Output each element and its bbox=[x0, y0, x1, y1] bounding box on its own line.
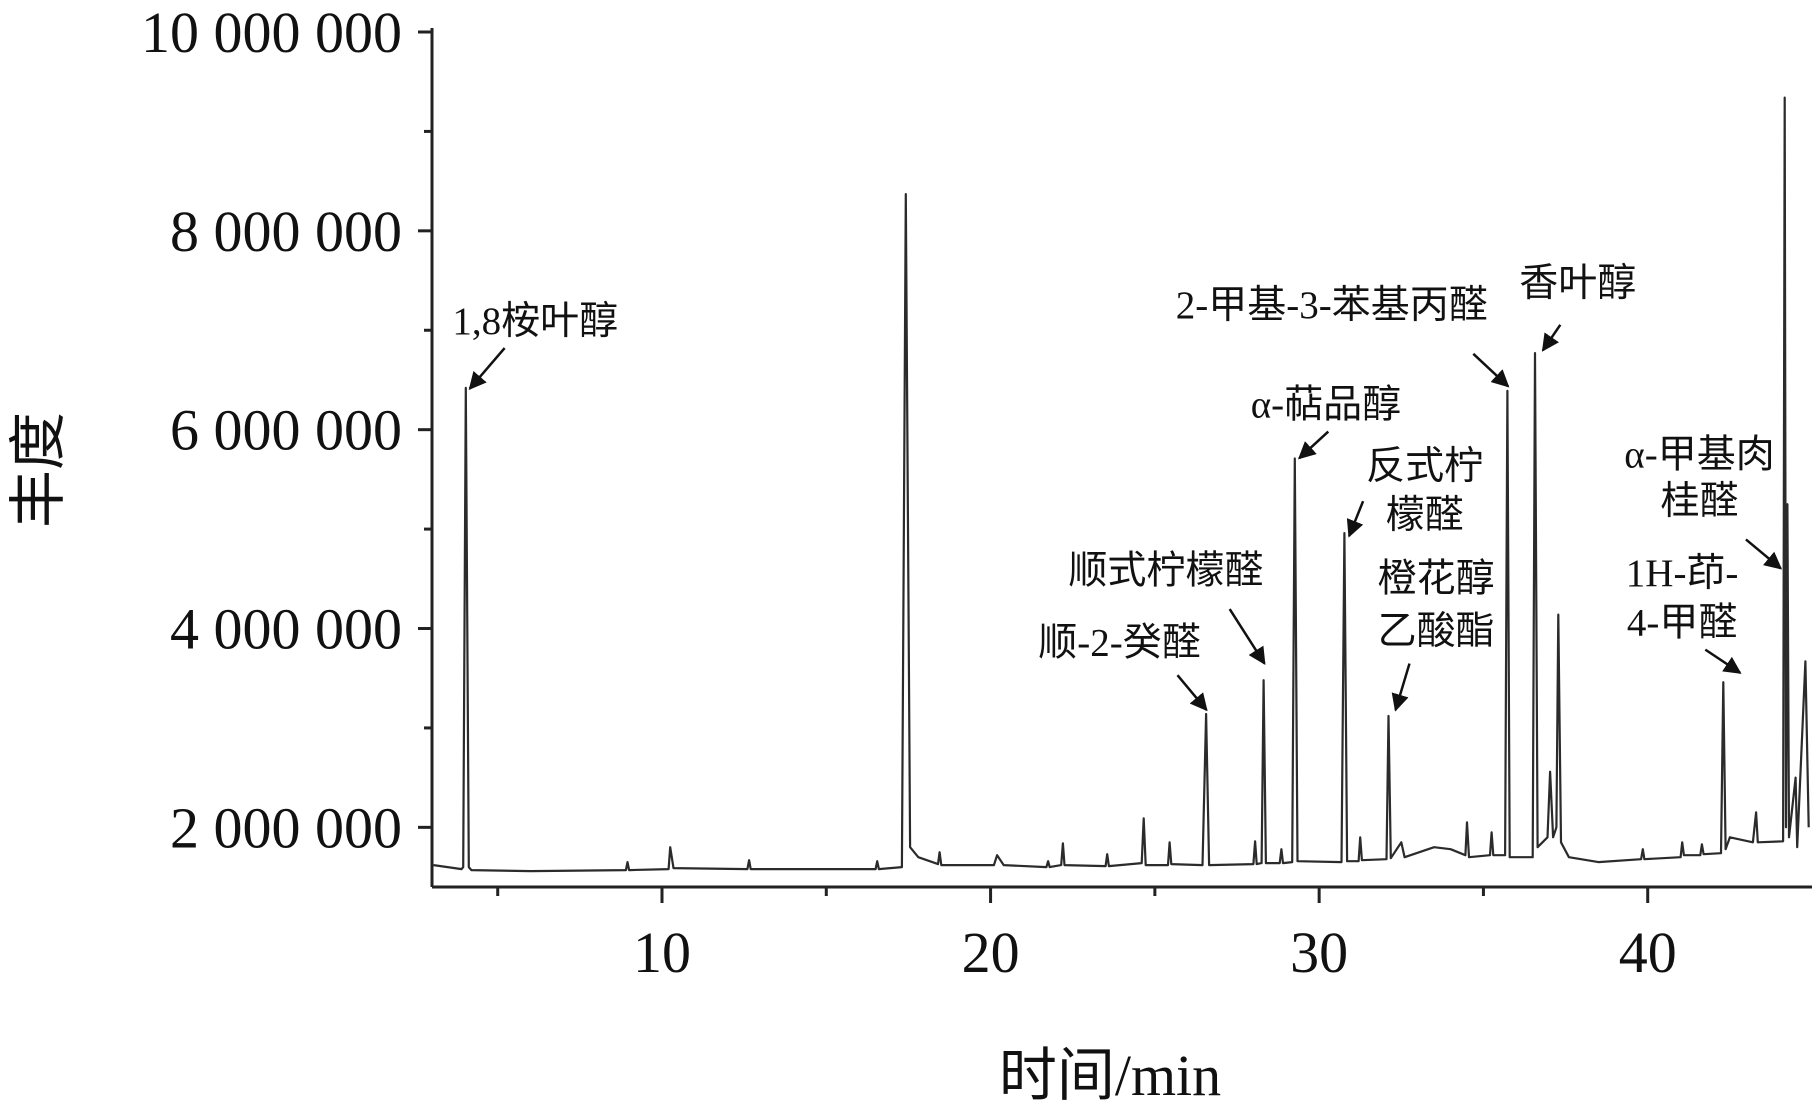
y-tick-label: 6 000 000 bbox=[170, 398, 402, 463]
peak-label: 反式柠 bbox=[1366, 445, 1483, 488]
peak-arrow bbox=[1704, 648, 1742, 674]
peak-label: 2-甲基-3-苯基丙醛 bbox=[1176, 284, 1488, 327]
peak-label: 顺式柠檬醛 bbox=[1068, 550, 1263, 593]
y-tick-label: 2 000 000 bbox=[170, 795, 402, 860]
x-tick-label: 10 bbox=[633, 920, 691, 985]
peak-label: 4-甲醛 bbox=[1627, 602, 1738, 645]
x-tick-label: 20 bbox=[962, 920, 1020, 985]
peak-label: 1H-茚- bbox=[1626, 552, 1739, 595]
x-axis-title: 时间/min bbox=[999, 1043, 1221, 1108]
peak-arrow bbox=[1472, 352, 1510, 388]
peak-arrow bbox=[1297, 430, 1330, 460]
x-tick-label: 40 bbox=[1619, 920, 1677, 985]
chromatogram-line bbox=[433, 96, 1810, 873]
peak-arrow bbox=[1391, 663, 1411, 712]
peak-arrow bbox=[468, 347, 506, 390]
peak-label: α-甲基肉 bbox=[1624, 434, 1774, 477]
peak-arrow bbox=[1745, 538, 1783, 570]
peak-label: 1,8桉叶醇 bbox=[452, 300, 618, 343]
x-tick-label: 30 bbox=[1290, 920, 1348, 985]
y-tick-label: 8 000 000 bbox=[170, 199, 402, 264]
y-tick-label: 10 000 000 bbox=[141, 0, 402, 65]
peak-arrow bbox=[1176, 674, 1208, 712]
peak-label: 顺-2-癸醛 bbox=[1038, 621, 1200, 664]
peak-arrow bbox=[1228, 608, 1266, 666]
y-axis-title: 丰度 bbox=[6, 412, 71, 528]
peak-label: 檬醛 bbox=[1386, 494, 1464, 537]
peak-arrow bbox=[1346, 500, 1365, 538]
peak-label: α-萜品醇 bbox=[1251, 384, 1401, 427]
y-tick-label: 4 000 000 bbox=[170, 597, 402, 662]
peak-label: 橙花醇 bbox=[1378, 558, 1495, 601]
peak-label: 香叶醇 bbox=[1519, 262, 1636, 305]
peak-label: 乙酸酯 bbox=[1378, 610, 1495, 653]
peak-label: 桂醛 bbox=[1661, 480, 1739, 523]
peak-arrow bbox=[1541, 324, 1562, 352]
